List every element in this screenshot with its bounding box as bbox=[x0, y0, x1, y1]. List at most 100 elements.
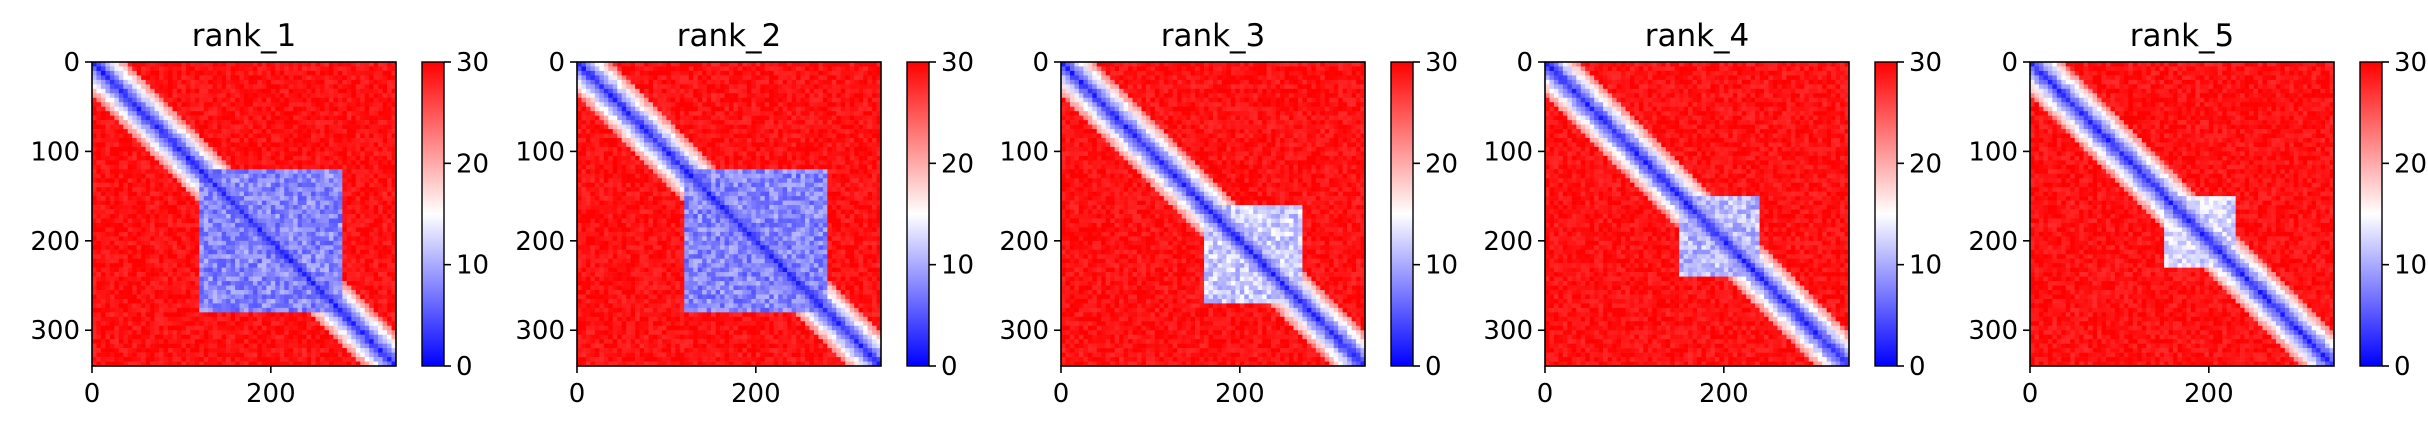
heatmap-cell bbox=[101, 111, 106, 116]
heatmap-cell bbox=[137, 160, 142, 165]
heatmap-cell bbox=[204, 339, 209, 344]
heatmap-cell bbox=[195, 178, 200, 183]
heatmap-cell bbox=[378, 125, 383, 130]
heatmap-cell bbox=[110, 102, 115, 107]
heatmap-cell bbox=[374, 111, 379, 116]
heatmap-cell bbox=[280, 339, 285, 344]
heatmap-cell bbox=[311, 344, 316, 349]
heatmap-cell bbox=[275, 205, 280, 210]
heatmap-cell bbox=[850, 80, 855, 85]
heatmap-cell bbox=[168, 303, 173, 308]
heatmap-cell bbox=[356, 281, 361, 286]
heatmap-cell bbox=[369, 107, 374, 112]
heatmap-cell bbox=[226, 357, 231, 362]
heatmap-cell bbox=[248, 187, 253, 192]
heatmap-cell bbox=[244, 290, 249, 295]
heatmap-cell bbox=[248, 357, 253, 362]
heatmap-cell bbox=[248, 339, 253, 344]
heatmap-cell bbox=[146, 272, 151, 277]
heatmap-cell bbox=[172, 250, 177, 255]
heatmap-cell bbox=[365, 178, 370, 183]
heatmap-cell bbox=[859, 80, 864, 85]
heatmap-cell bbox=[253, 151, 258, 156]
heatmap-cell bbox=[284, 263, 289, 268]
heatmap-cell bbox=[778, 75, 783, 80]
heatmap-cell bbox=[150, 98, 155, 103]
heatmap-cell bbox=[186, 160, 191, 165]
heatmap-cell bbox=[324, 201, 329, 206]
heatmap-cell bbox=[365, 183, 370, 188]
heatmap-cell bbox=[190, 286, 195, 291]
heatmap-cell bbox=[369, 263, 374, 268]
heatmap-cell bbox=[262, 98, 267, 103]
heatmap-cell bbox=[253, 192, 258, 197]
heatmap-cell bbox=[119, 187, 124, 192]
heatmap-cell bbox=[146, 98, 151, 103]
heatmap-cell bbox=[137, 80, 142, 85]
heatmap-cell bbox=[146, 263, 151, 268]
heatmap-cell bbox=[181, 169, 186, 174]
heatmap-cell bbox=[342, 321, 347, 326]
heatmap-cell bbox=[324, 245, 329, 250]
heatmap-cell bbox=[146, 151, 151, 156]
heatmap-cell bbox=[738, 75, 743, 80]
heatmap-cell bbox=[320, 147, 325, 152]
heatmap-cell bbox=[114, 66, 119, 71]
heatmap-cell bbox=[383, 263, 388, 268]
heatmap-cell bbox=[217, 317, 222, 322]
heatmap-cell bbox=[662, 71, 667, 76]
heatmap-cell bbox=[168, 348, 173, 353]
heatmap-cell bbox=[351, 268, 356, 273]
heatmap-cell bbox=[324, 129, 329, 134]
heatmap-cell bbox=[302, 250, 307, 255]
heatmap-cell bbox=[769, 75, 774, 80]
heatmap-cell bbox=[338, 335, 343, 340]
heatmap-cell bbox=[240, 308, 245, 313]
heatmap-cell bbox=[316, 321, 321, 326]
heatmap-cell bbox=[356, 107, 361, 112]
heatmap-cell bbox=[235, 214, 240, 219]
heatmap-cell bbox=[253, 330, 258, 335]
heatmap-cell bbox=[271, 357, 276, 362]
heatmap-cell bbox=[814, 71, 819, 76]
heatmap-cell bbox=[262, 75, 267, 80]
heatmap-cell bbox=[369, 236, 374, 241]
heatmap-cell bbox=[146, 236, 151, 241]
heatmap-cell bbox=[280, 151, 285, 156]
heatmap-cell bbox=[132, 241, 137, 246]
heatmap-cell bbox=[356, 151, 361, 156]
heatmap-cell bbox=[146, 192, 151, 197]
heatmap-cell bbox=[383, 227, 388, 232]
heatmap-cell bbox=[316, 308, 321, 313]
heatmap-cell bbox=[275, 183, 280, 188]
heatmap-cell bbox=[177, 98, 182, 103]
heatmap-cell bbox=[266, 156, 271, 161]
heatmap-cell bbox=[324, 294, 329, 299]
heatmap-cell bbox=[378, 326, 383, 331]
heatmap-cell bbox=[378, 250, 383, 255]
heatmap-cell bbox=[347, 299, 352, 304]
heatmap-cell bbox=[240, 241, 245, 246]
heatmap-cell bbox=[199, 290, 204, 295]
heatmap-cell bbox=[244, 129, 249, 134]
heatmap-cell bbox=[351, 303, 356, 308]
heatmap-cell bbox=[195, 84, 200, 89]
heatmap-cell bbox=[329, 214, 334, 219]
heatmap-cell bbox=[231, 169, 236, 174]
heatmap-cell bbox=[374, 326, 379, 331]
heatmap-cell bbox=[190, 192, 195, 197]
heatmap-cell bbox=[814, 66, 819, 71]
heatmap-cell bbox=[329, 107, 334, 112]
heatmap-cell bbox=[199, 312, 204, 317]
heatmap-cell bbox=[186, 107, 191, 112]
heatmap-cell bbox=[271, 339, 276, 344]
heatmap-cell bbox=[204, 129, 209, 134]
heatmap-cell bbox=[204, 210, 209, 215]
heatmap-cell bbox=[365, 160, 370, 165]
heatmap-cell bbox=[96, 321, 101, 326]
heatmap-cell bbox=[110, 290, 115, 295]
heatmap-cell bbox=[689, 75, 694, 80]
heatmap-cell bbox=[222, 178, 227, 183]
heatmap-cell bbox=[150, 66, 155, 71]
heatmap-cell bbox=[172, 192, 177, 197]
